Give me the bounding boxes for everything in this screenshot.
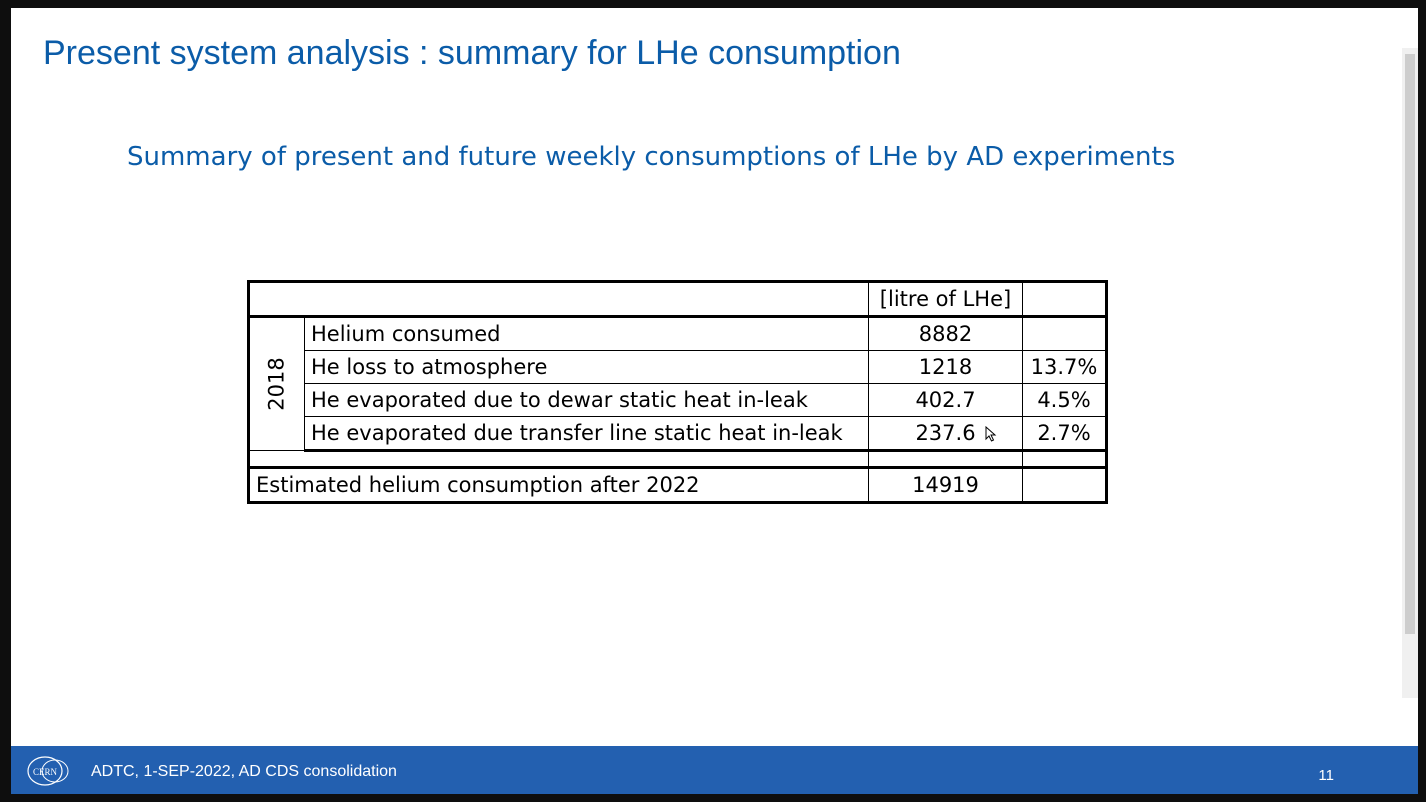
row-label: He evaporated due transfer line static h… xyxy=(304,416,869,452)
scrollbar-thumb[interactable] xyxy=(1405,54,1415,634)
spacer-cell xyxy=(1022,450,1107,469)
year-label: 2018 xyxy=(264,357,289,411)
row-value: 1218 xyxy=(868,350,1023,384)
row-pct xyxy=(1022,316,1107,351)
page-number: 11 xyxy=(1318,767,1334,784)
table-row: He loss to atmosphere 1218 13.7% xyxy=(249,350,1107,384)
table-header-row: [litre of LHe] xyxy=(248,281,1107,318)
row-value: 237.6 xyxy=(868,416,1023,452)
cern-logo-icon: CERN xyxy=(27,756,69,786)
consumption-table: [litre of LHe] 2018 Helium consumed 8882… xyxy=(247,280,1108,504)
table-row: 2018 Helium consumed 8882 xyxy=(248,316,1107,451)
row-label: He evaporated due to dewar static heat i… xyxy=(304,383,869,417)
table-row: He evaporated due to dewar static heat i… xyxy=(249,383,1107,417)
spacer-cell xyxy=(868,450,1023,469)
footer-text: ADTC, 1-SEP-2022, AD CDS consolidation xyxy=(91,763,397,780)
header-unit-cell: [litre of LHe] xyxy=(868,281,1023,318)
row-value: 402.7 xyxy=(868,383,1023,417)
logo-text: CERN xyxy=(33,767,58,777)
row-label: He loss to atmosphere xyxy=(304,350,869,384)
spacer-cell xyxy=(248,450,869,469)
mouse-pointer-icon xyxy=(985,426,997,442)
table-row: He evaporated due transfer line static h… xyxy=(249,416,1107,452)
header-pct-cell xyxy=(1022,281,1107,318)
row-pct: 4.5% xyxy=(1022,383,1107,417)
vertical-scrollbar[interactable] xyxy=(1402,48,1418,698)
row-label: Helium consumed xyxy=(304,316,869,351)
header-empty-cell xyxy=(248,281,869,318)
estimate-value: 14919 xyxy=(868,467,1023,503)
year-cell: 2018 xyxy=(248,316,305,451)
estimate-label: Estimated helium consumption after 2022 xyxy=(248,467,869,503)
slide-title: Present system analysis : summary for LH… xyxy=(43,34,901,72)
row-pct: 13.7% xyxy=(1022,350,1107,384)
estimate-pct xyxy=(1022,467,1107,503)
estimate-row: Estimated helium consumption after 2022 … xyxy=(248,467,1107,503)
row-value: 8882 xyxy=(868,316,1023,351)
spacer-row xyxy=(248,450,1107,469)
slide-subtitle: Summary of present and future weekly con… xyxy=(127,142,1176,172)
slide-footer: CERN ADTC, 1-SEP-2022, AD CDS consolidat… xyxy=(11,746,1418,794)
row-pct: 2.7% xyxy=(1022,416,1107,452)
slide: Present system analysis : summary for LH… xyxy=(11,8,1418,794)
